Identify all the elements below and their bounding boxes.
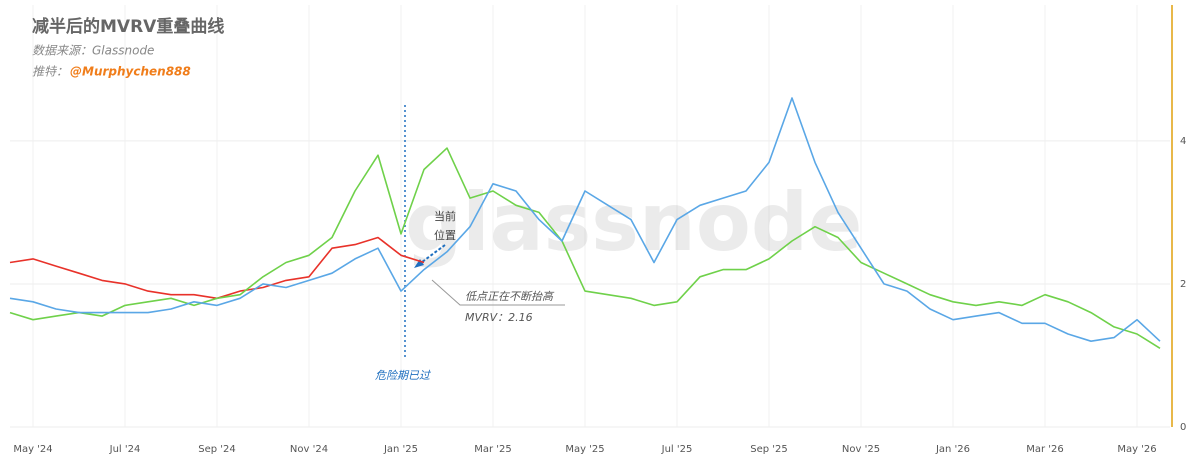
x-tick-label: Sep '25 [750, 444, 788, 455]
series-line [9, 97, 1161, 342]
chart-title: 减半后的MVRV重叠曲线 [32, 16, 224, 37]
current-label: 当前 [434, 209, 456, 223]
x-tick-label: May '24 [13, 444, 52, 455]
x-tick-label: Jul '24 [109, 444, 141, 455]
y-tick-label: 4 [1180, 136, 1186, 147]
x-tick-label: Nov '24 [290, 444, 328, 455]
author-prefix: 推特： [32, 65, 68, 79]
current-label: 位置 [434, 228, 456, 242]
source: 数据来源：Glassnode [32, 44, 154, 58]
x-tick-label: Nov '25 [842, 444, 880, 455]
x-tick-label: Mar '26 [1026, 444, 1064, 455]
y-tick-label: 0 [1180, 422, 1186, 433]
watermark: glassnode [405, 176, 862, 269]
current-arrow [417, 244, 446, 266]
lows-label: 低点正在不断抬高 [465, 290, 555, 303]
x-tick-label: Jul '25 [661, 444, 693, 455]
x-tick-label: May '25 [565, 444, 604, 455]
x-tick-label: May '26 [1117, 444, 1156, 455]
lows-pointer [431, 279, 565, 306]
x-tick-label: Sep '24 [198, 444, 236, 455]
x-tick-label: Mar '25 [474, 444, 512, 455]
author: @Murphychen888 [70, 65, 191, 79]
x-tick-label: Jan '26 [935, 444, 970, 455]
y-tick-label: 2 [1180, 279, 1186, 290]
danger-label: 危险期已过 [375, 369, 432, 382]
mvrv-label: MVRV：2.16 [465, 311, 533, 324]
x-tick-label: Jan '25 [383, 444, 418, 455]
